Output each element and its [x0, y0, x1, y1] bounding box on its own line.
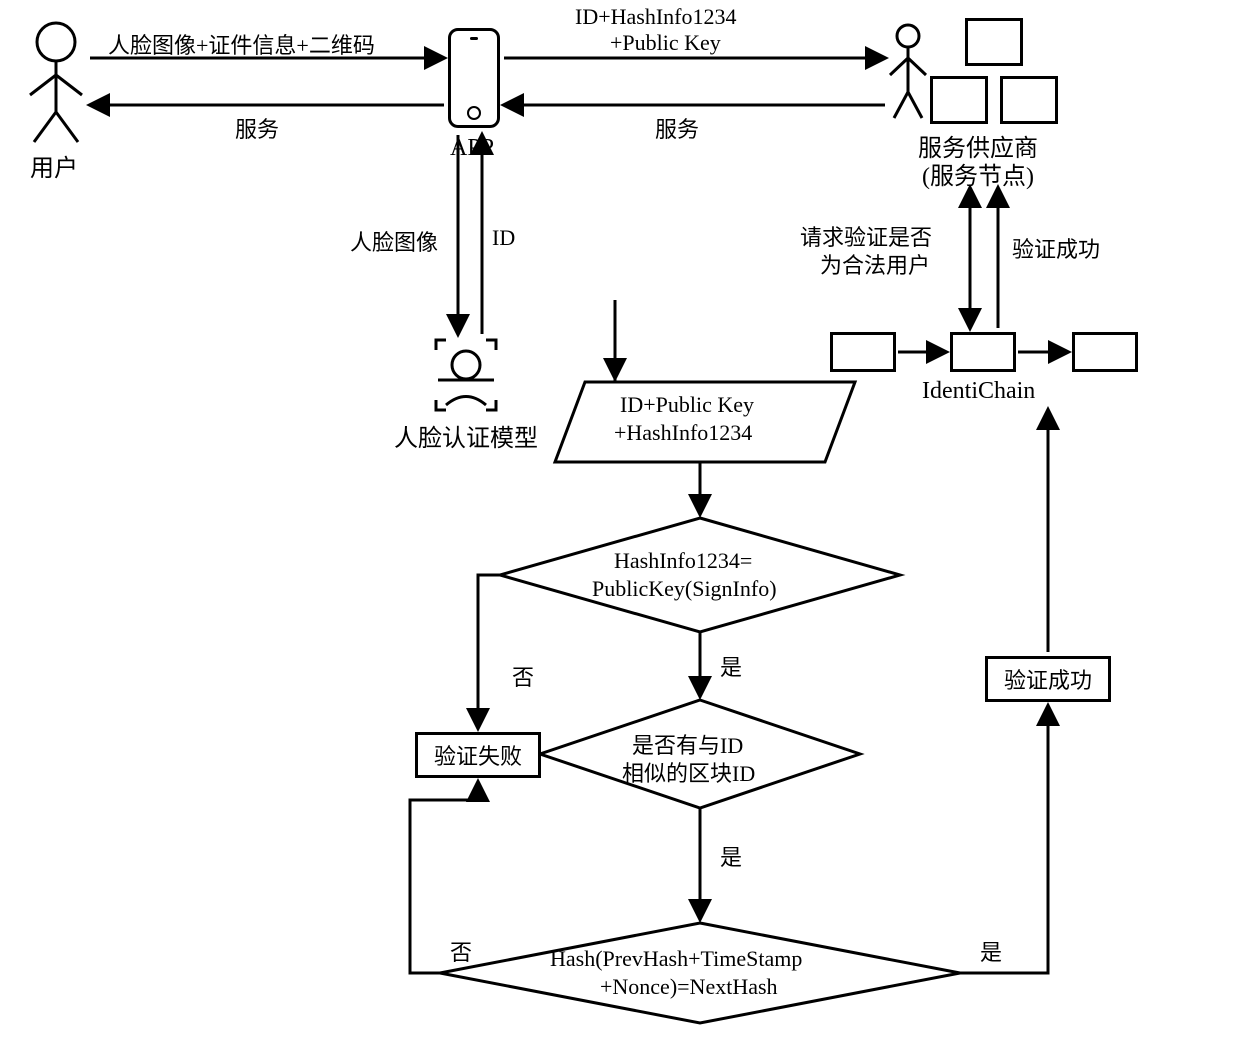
d2-yes-label: 是	[720, 840, 742, 872]
user-icon	[30, 23, 82, 142]
edge-chain-prov-label: 验证成功	[1012, 232, 1100, 264]
identichain-label: IdentiChain	[922, 378, 1035, 405]
d3-yes-label: 是	[980, 935, 1002, 967]
provider-box-3	[1000, 76, 1058, 124]
d3-no-label: 否	[450, 935, 472, 967]
app-icon	[448, 28, 500, 128]
d3-line2: +Nonce)=NextHash	[600, 974, 778, 1000]
d1-yes-label: 是	[720, 650, 742, 682]
decision3-diamond	[440, 923, 960, 1023]
user-label: 用户	[30, 148, 78, 183]
input-line1: ID+Public Key	[620, 392, 754, 418]
provider-box-1	[965, 18, 1023, 66]
d1-line1: HashInfo1234=	[614, 548, 752, 574]
app-label: APP	[450, 135, 494, 162]
d2-line2: 相似的区块ID	[622, 756, 755, 788]
fail-text: 验证失败	[434, 739, 522, 771]
input-line2: +HashInfo1234	[614, 420, 752, 446]
decision1-diamond	[500, 518, 900, 632]
provider-box-2	[930, 76, 988, 124]
edge-d3-yes	[960, 706, 1048, 973]
success-text: 验证成功	[1004, 663, 1092, 695]
edge-app-user-label: 服务	[235, 112, 279, 144]
d1-line2: PublicKey(SignInfo)	[592, 576, 777, 602]
identichain-box-left	[830, 332, 896, 372]
fail-box: 验证失败	[415, 732, 541, 778]
edge-prov-app-label: 服务	[655, 112, 699, 144]
d3-line1: Hash(PrevHash+TimeStamp	[550, 946, 802, 972]
diagram-svg	[0, 0, 1240, 1048]
edge-app-prov-label2: +Public Key	[610, 30, 721, 56]
success-box: 验证成功	[985, 656, 1111, 702]
edge-d1-no	[478, 575, 500, 728]
provider-label2: (服务节点)	[922, 156, 1034, 191]
identichain-box-right	[1072, 332, 1138, 372]
edge-app-prov-label1: ID+HashInfo1234	[575, 4, 737, 30]
edge-app-face-label: 人脸图像	[350, 225, 438, 257]
d1-no-label: 否	[512, 660, 534, 692]
face-model-label: 人脸认证模型	[394, 418, 538, 453]
provider-icon	[890, 25, 926, 118]
edge-prov-chain-label2: 为合法用户	[820, 248, 930, 280]
edge-user-app-label: 人脸图像+证件信息+二维码	[108, 28, 375, 60]
edge-face-app-label: ID	[492, 225, 515, 251]
identichain-box-mid	[950, 332, 1016, 372]
face-model-icon	[436, 340, 496, 410]
